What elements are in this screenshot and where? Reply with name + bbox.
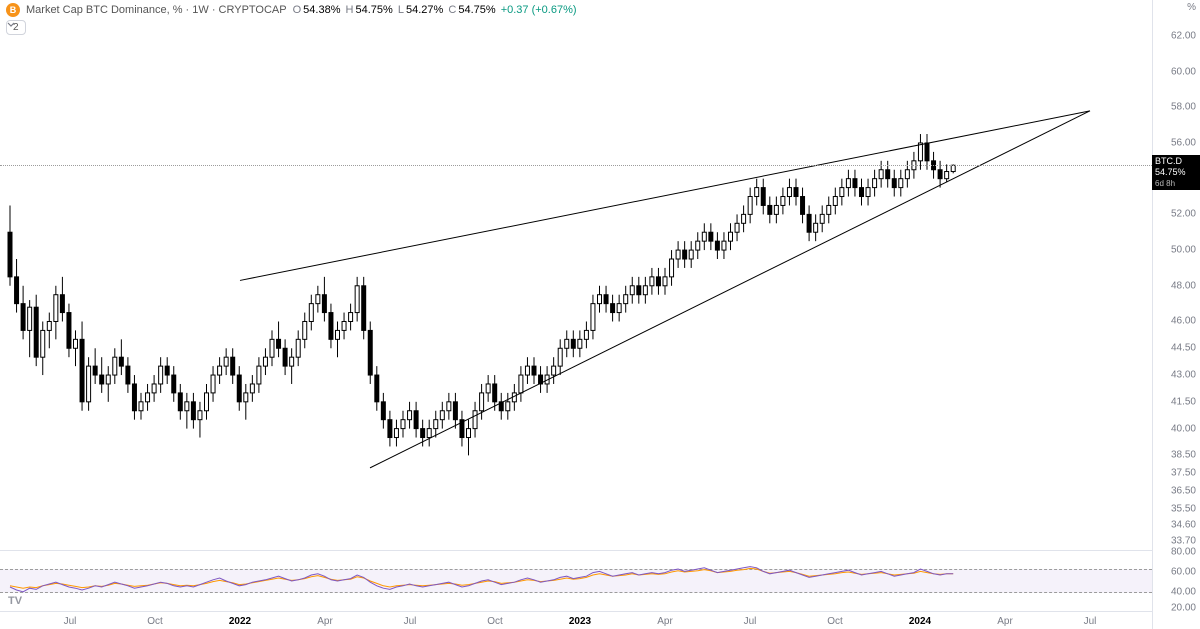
ohlc-o-label: O [293,4,302,16]
ohlc-h-value: 54.75% [356,4,393,16]
y-axis[interactable]: % 62.0060.0058.0056.0054.7552.0050.0048.… [1152,0,1200,629]
y-axis-tick: 37.50 [1156,468,1196,479]
ohlc-l-label: L [398,4,404,16]
y-axis-tick: 40.00 [1156,423,1196,434]
x-axis-tick: 2022 [229,616,251,627]
price-tag-countdown: 6d 8h [1155,178,1197,189]
x-axis-tick: Oct [487,616,503,627]
current-price-tag: BTC.D 54.75% 6d 8h [1152,155,1200,190]
y-axis-tick: 43.00 [1156,370,1196,381]
y-axis-tick: 52.00 [1156,209,1196,220]
y-axis-tick: 60.00 [1156,66,1196,77]
x-axis[interactable]: Jul Oct 2022 Apr Jul Oct 2023 Apr Jul Oct 2024 Apr J… [0,611,1152,629]
ohlc-c-value: 54.75% [458,4,495,16]
rsi-axis-tick: 80.00 [1156,547,1196,558]
x-axis-tick: Jul [404,616,417,627]
y-axis-tick: 36.50 [1156,486,1196,497]
x-axis-tick: Oct [827,616,843,627]
rsi-axis-tick: 20.00 [1156,603,1196,614]
y-axis-unit: % [1187,2,1196,13]
y-axis-tick: 62.00 [1156,30,1196,41]
x-axis-tick: 2024 [909,616,931,627]
ohlc-row: O54.38% H54.75% L54.27% C54.75% +0.37 (+… [293,4,579,16]
rsi-canvas [0,551,1152,610]
x-axis-tick: Apr [657,616,673,627]
ohlc-o-value: 54.38% [303,4,340,16]
y-axis-tick: 58.00 [1156,102,1196,113]
ohlc-change: +0.37 (+0.67%) [501,4,577,16]
x-axis-tick: Apr [317,616,333,627]
price-tag-value: 54.75% [1155,167,1197,178]
rsi-axis-tick: 60.00 [1156,567,1196,578]
y-axis-tick: 33.70 [1156,536,1196,547]
x-axis-tick: Jul [1084,616,1097,627]
x-axis-tick: Oct [147,616,163,627]
y-axis-tick: 44.50 [1156,343,1196,354]
current-price-line [0,165,1152,166]
y-axis-tick: 38.50 [1156,450,1196,461]
rsi-pane[interactable] [0,550,1152,610]
y-axis-tick: 35.50 [1156,503,1196,514]
x-axis-tick: Jul [744,616,757,627]
y-axis-tick: 34.60 [1156,520,1196,531]
y-axis-tick: 46.00 [1156,316,1196,327]
ohlc-c-label: C [448,4,456,16]
y-axis-tick: 48.00 [1156,280,1196,291]
ohlc-l-value: 54.27% [406,4,443,16]
y-axis-tick: 50.00 [1156,245,1196,256]
rsi-axis-tick: 40.00 [1156,587,1196,598]
y-axis-tick: 41.50 [1156,396,1196,407]
btc-icon: B [6,3,20,17]
tradingview-watermark: TV [8,595,22,607]
candlestick-canvas [0,18,1152,550]
y-axis-tick: 56.00 [1156,137,1196,148]
price-tag-symbol: BTC.D [1155,156,1197,167]
chart-title: Market Cap BTC Dominance, % · 1W · CRYPT… [26,4,287,16]
x-axis-tick: Apr [997,616,1013,627]
ohlc-h-label: H [346,4,354,16]
x-axis-tick: Jul [64,616,77,627]
x-axis-tick: 2023 [569,616,591,627]
chart-root: B Market Cap BTC Dominance, % · 1W · CRY… [0,0,1200,629]
chart-header: B Market Cap BTC Dominance, % · 1W · CRY… [0,0,1200,20]
main-price-pane[interactable] [0,18,1152,550]
